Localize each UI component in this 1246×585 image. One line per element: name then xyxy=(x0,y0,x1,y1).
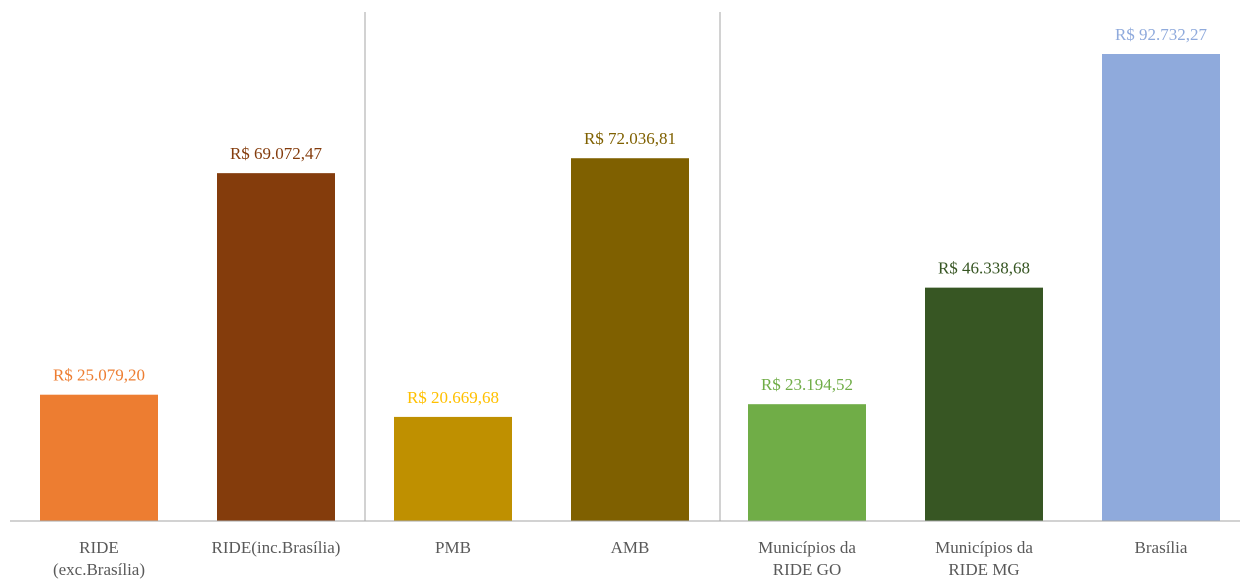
x-tick-label: Municípios da RIDE MG xyxy=(935,538,1033,579)
value-label: R$ 46.338,68 xyxy=(938,259,1030,278)
value-label: R$ 72.036,81 xyxy=(584,129,676,148)
bar xyxy=(394,416,512,521)
bar xyxy=(217,173,335,522)
bar xyxy=(571,158,689,521)
x-tick-label: Brasília xyxy=(1134,538,1188,557)
x-tick-label: RIDE (exc.Brasília) xyxy=(52,538,146,579)
bar xyxy=(925,287,1043,521)
bar xyxy=(40,394,158,521)
x-tick-label: PMB xyxy=(435,538,471,557)
value-label: R$ 25.079,20 xyxy=(53,366,145,385)
x-tick-label: Municípios da RIDE GO xyxy=(758,538,856,579)
value-label: R$ 20.669,68 xyxy=(407,388,499,407)
bar xyxy=(1102,54,1220,521)
x-tick-label: RIDE(inc.Brasília) xyxy=(211,538,341,557)
bar xyxy=(748,404,866,521)
value-label: R$ 23.194,52 xyxy=(761,375,853,394)
x-tick-label: AMB xyxy=(610,538,650,557)
value-label: R$ 69.072,47 xyxy=(230,144,323,163)
value-label: R$ 92.732,27 xyxy=(1115,25,1208,44)
